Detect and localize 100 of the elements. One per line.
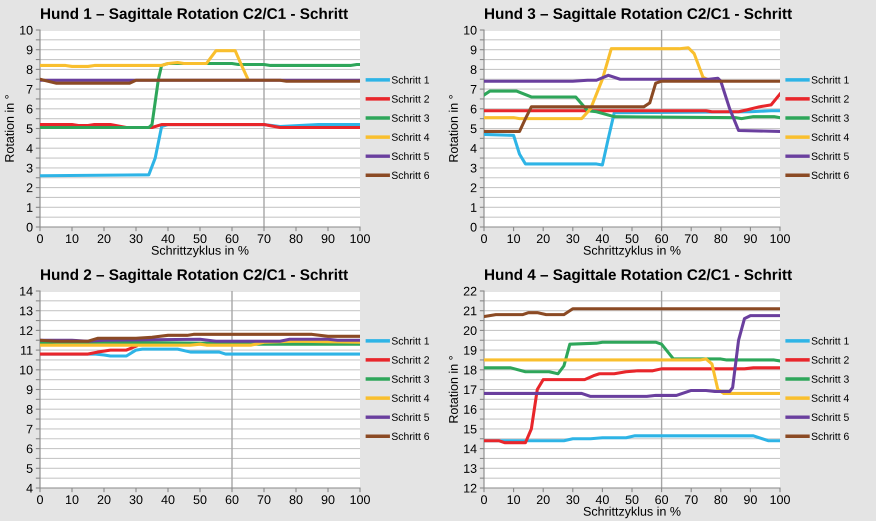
x-tick-label: 80 (290, 495, 302, 504)
y-tick-label: 6 (26, 444, 33, 454)
y-tick-label: 22 (464, 286, 476, 296)
legend-label: Schritt 6 (392, 432, 430, 440)
y-tick-label: 8 (26, 65, 33, 74)
x-tick-label: 80 (714, 234, 728, 244)
y-tick-label: 4 (470, 144, 477, 153)
x-tick-label: 20 (98, 234, 110, 244)
y-tick-label: 21 (464, 306, 476, 316)
x-tick-label: 10 (66, 495, 78, 504)
y-tick-label: 11 (21, 346, 32, 355)
y-tick-label: 13 (20, 306, 33, 316)
line-series (484, 366, 780, 444)
x-tick-label: 30 (566, 234, 580, 244)
y-tick-label: 3 (26, 164, 33, 173)
y-tick-label: 5 (26, 124, 33, 134)
y-axis-title: Rotation in ° (448, 95, 458, 162)
y-tick-label: 9 (470, 46, 476, 54)
y-tick-label: 16 (464, 405, 477, 414)
x-tick-label: 100 (770, 234, 790, 244)
y-tick-label: 8 (26, 405, 33, 414)
y-tick-label: 15 (464, 424, 477, 434)
y-tick-label: 0 (26, 222, 33, 232)
y-tick-label: 7 (470, 85, 476, 94)
x-tick-label: 60 (226, 495, 238, 504)
legend-label: Schritt 2 (812, 356, 849, 364)
legend-label: Schritt 5 (812, 152, 849, 160)
y-tick-label: 6 (470, 104, 477, 114)
x-tick-label: 60 (655, 234, 668, 244)
line-series (484, 307, 780, 318)
legend-label: Schritt 6 (812, 171, 849, 180)
x-tick-label: 0 (37, 495, 43, 504)
legend-label: Schritt 5 (392, 152, 430, 160)
y-tick-label: 10 (20, 26, 33, 35)
y-tick-label: 12 (20, 326, 32, 335)
legend-label: Schritt 1 (812, 76, 849, 84)
legend-label: Schritt 5 (812, 413, 849, 421)
y-tick-label: 2 (470, 183, 476, 192)
y-tick-label: 5 (26, 464, 33, 473)
y-tick-label: 4 (26, 484, 33, 493)
y-tick-label: 12 (464, 484, 476, 493)
x-tick-label: 100 (350, 495, 370, 504)
line-series (484, 314, 780, 398)
x-axis-title: Schrittzyklus in % (152, 246, 249, 258)
x-tick-label: 30 (130, 234, 142, 244)
x-tick-label: 40 (596, 234, 609, 244)
line-series (484, 357, 780, 395)
x-tick-label: 40 (596, 495, 609, 504)
legend-label: Schritt 4 (392, 133, 430, 141)
legend-label: Schritt 3 (392, 114, 430, 122)
y-tick-label: 1 (27, 203, 32, 212)
legend-label: Schritt 5 (392, 413, 430, 421)
legend-label: Schritt 3 (812, 114, 849, 122)
x-tick-label: 40 (161, 234, 174, 244)
x-tick-label: 50 (194, 495, 206, 504)
y-tick-label: 20 (464, 326, 477, 336)
legend-label: Schritt 4 (392, 394, 430, 402)
x-tick-label: 50 (194, 234, 206, 244)
x-tick-label: 90 (744, 495, 757, 504)
x-tick-label: 100 (770, 495, 790, 504)
y-tick-label: 18 (464, 366, 477, 374)
y-tick-label: 6 (26, 104, 33, 114)
legend-label: Schritt 1 (392, 336, 430, 345)
line-series (40, 344, 138, 356)
line-series (484, 90, 780, 120)
legend-label: Schritt 6 (812, 432, 849, 440)
x-tick-label: 10 (66, 234, 78, 244)
x-tick-label: 90 (322, 495, 334, 504)
y-axis-title: Rotation in ° (448, 356, 458, 423)
line-series (40, 332, 360, 343)
y-tick-label: 19 (464, 346, 476, 355)
x-tick-label: 10 (508, 234, 520, 244)
x-tick-label: 80 (290, 234, 302, 244)
y-tick-label: 17 (464, 385, 476, 394)
y-tick-label: 0 (470, 222, 477, 232)
x-tick-label: 0 (37, 234, 43, 244)
y-tick-label: 10 (20, 366, 33, 374)
chart-title: Hund 4 – Sagittale Rotation C2/C1 - Schritt (485, 268, 792, 284)
x-tick-label: 50 (626, 234, 638, 244)
x-tick-label: 20 (536, 495, 550, 504)
legend-label: Schritt 1 (812, 336, 849, 345)
legend-label: Schritt 6 (392, 171, 430, 180)
x-tick-label: 50 (626, 495, 638, 504)
y-tick-label: 9 (26, 385, 32, 394)
x-tick-label: 60 (226, 234, 238, 244)
y-tick-label: 9 (26, 46, 32, 54)
legend-label: Schritt 2 (392, 356, 430, 364)
x-tick-label: 30 (566, 495, 580, 504)
y-tick-label: 1 (471, 203, 476, 212)
y-tick-label: 8 (470, 65, 477, 74)
x-tick-label: 10 (508, 495, 520, 504)
line-series (484, 92, 780, 114)
legend-label: Schritt 2 (392, 95, 430, 103)
chart-title: Hund 1 – Sagittale Rotation C2/C1 - Schritt (41, 8, 348, 22)
y-tick-label: 13 (464, 464, 477, 473)
y-tick-label: 14 (464, 444, 477, 454)
legend-label: Schritt 3 (812, 375, 849, 383)
y-tick-label: 7 (26, 85, 32, 94)
y-tick-label: 14 (20, 286, 33, 296)
x-tick-label: 70 (258, 495, 270, 504)
